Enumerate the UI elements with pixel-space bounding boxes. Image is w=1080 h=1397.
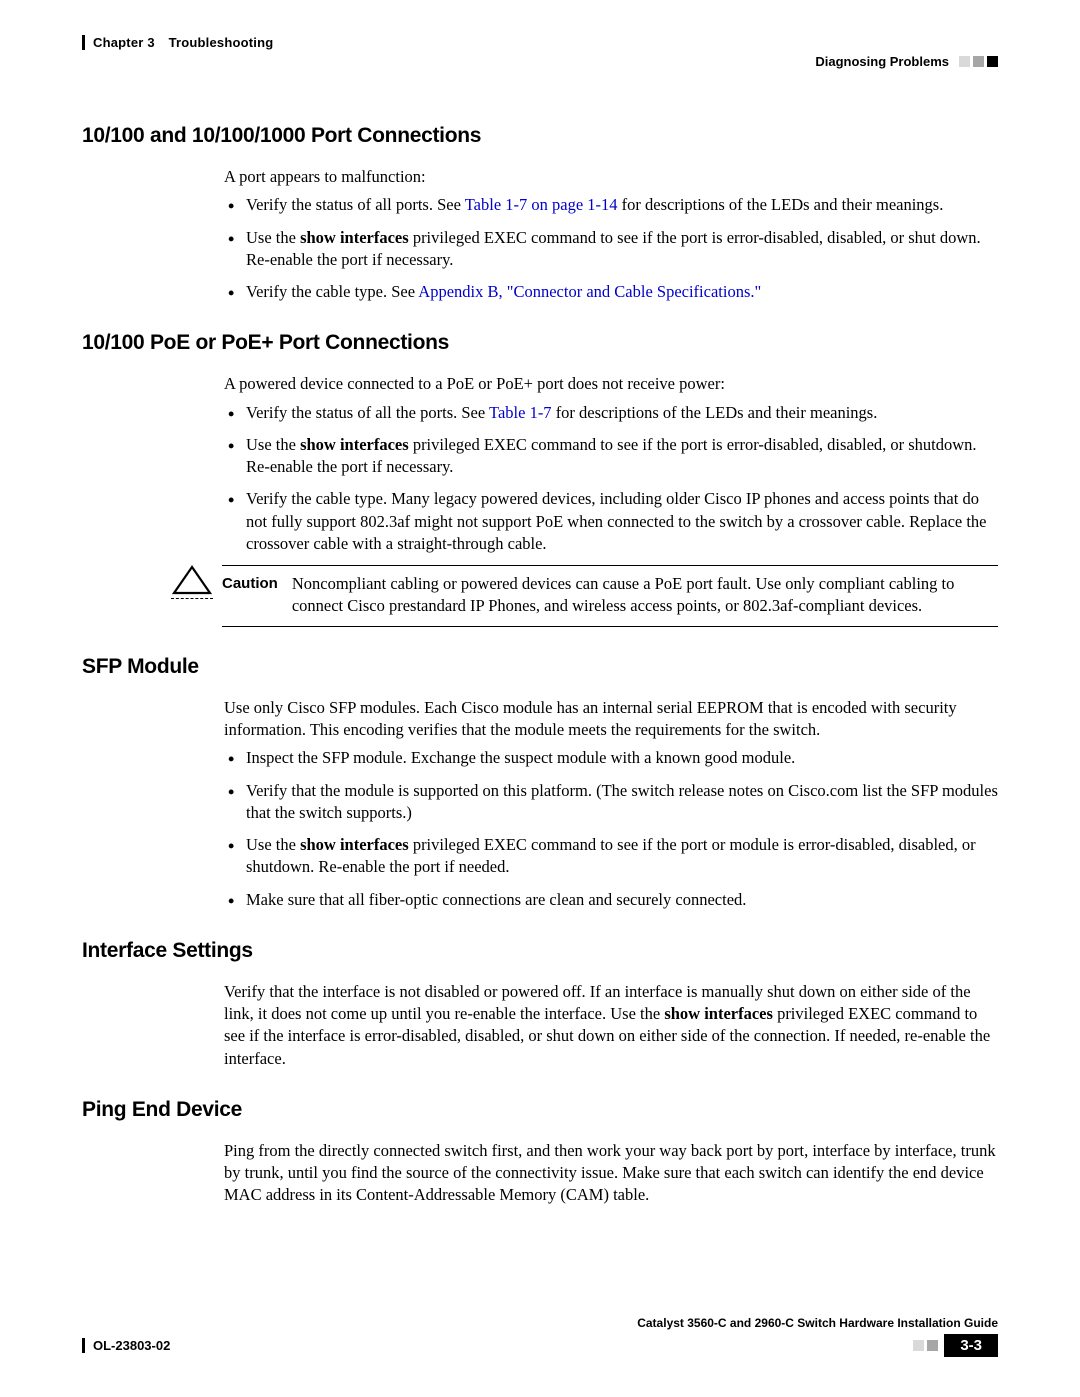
caution-block: Caution Noncompliant cabling or powered … [162, 565, 998, 627]
chapter-breadcrumb: Chapter 3 Troubleshooting [82, 35, 273, 50]
page-number-badge: 3-3 [944, 1334, 998, 1357]
paragraph: Verify that the interface is not disable… [224, 981, 998, 1070]
section-body: A powered device connected to a PoE or P… [224, 373, 998, 555]
list-item: Make sure that all fiber-optic connectio… [224, 889, 998, 911]
decorative-squares-icon [913, 1340, 938, 1351]
footer-guide-title: Catalyst 3560-C and 2960-C Switch Hardwa… [82, 1316, 998, 1330]
list-item: Verify that the module is supported on t… [224, 780, 998, 825]
command-text: show interfaces [300, 435, 409, 454]
caution-text: Noncompliant cabling or powered devices … [292, 573, 998, 618]
list-item: Use the show interfaces privileged EXEC … [224, 227, 998, 272]
list-item: Inspect the SFP module. Exchange the sus… [224, 747, 998, 769]
section-heading-port-connections: 10/100 and 10/100/1000 Port Connections [82, 124, 998, 148]
chapter-title: Troubleshooting [169, 35, 274, 50]
bullet-list: Inspect the SFP module. Exchange the sus… [224, 747, 998, 911]
header-right: Diagnosing Problems [82, 54, 998, 69]
paragraph: Ping from the directly connected switch … [224, 1140, 998, 1207]
list-item: Verify the cable type. Many legacy power… [224, 488, 998, 555]
decorative-squares-icon [959, 56, 998, 67]
caution-label: Caution [222, 573, 278, 618]
page-footer: Catalyst 3560-C and 2960-C Switch Hardwa… [82, 1316, 998, 1357]
section-body: Use only Cisco SFP modules. Each Cisco m… [224, 697, 998, 911]
list-item: Verify the cable type. See Appendix B, "… [224, 281, 998, 303]
xref-link[interactable]: Table 1-7 [489, 403, 552, 422]
caution-body: Caution Noncompliant cabling or powered … [222, 565, 998, 627]
section-heading-sfp: SFP Module [82, 655, 998, 679]
intro-text: A powered device connected to a PoE or P… [224, 373, 998, 395]
section-heading-interface: Interface Settings [82, 939, 998, 963]
bullet-list: Verify the status of all ports. See Tabl… [224, 194, 998, 303]
chapter-number: Chapter 3 [93, 35, 155, 50]
footer-doc-id: OL-23803-02 [82, 1338, 170, 1353]
section-body: Verify that the interface is not disable… [224, 981, 998, 1070]
list-item: Use the show interfaces privileged EXEC … [224, 834, 998, 879]
section-heading-poe: 10/100 PoE or PoE+ Port Connections [82, 331, 998, 355]
page-header: Chapter 3 Troubleshooting [82, 35, 998, 50]
command-text: show interfaces [300, 835, 409, 854]
list-item: Verify the status of all ports. See Tabl… [224, 194, 998, 216]
xref-link[interactable]: Appendix B, "Connector and Cable Specifi… [418, 282, 761, 301]
intro-text: Use only Cisco SFP modules. Each Cisco m… [224, 697, 998, 742]
section-body: A port appears to malfunction: Verify th… [224, 166, 998, 303]
command-text: show interfaces [300, 228, 409, 247]
intro-text: A port appears to malfunction: [224, 166, 998, 188]
list-item: Verify the status of all the ports. See … [224, 402, 998, 424]
command-text: show interfaces [664, 1004, 773, 1023]
list-item: Use the show interfaces privileged EXEC … [224, 434, 998, 479]
section-body: Ping from the directly connected switch … [224, 1140, 998, 1207]
xref-link[interactable]: Table 1-7 on page 1-14 [465, 195, 618, 214]
section-heading-ping: Ping End Device [82, 1098, 998, 1122]
caution-icon [162, 565, 222, 599]
section-label: Diagnosing Problems [815, 54, 949, 69]
bullet-list: Verify the status of all the ports. See … [224, 402, 998, 556]
